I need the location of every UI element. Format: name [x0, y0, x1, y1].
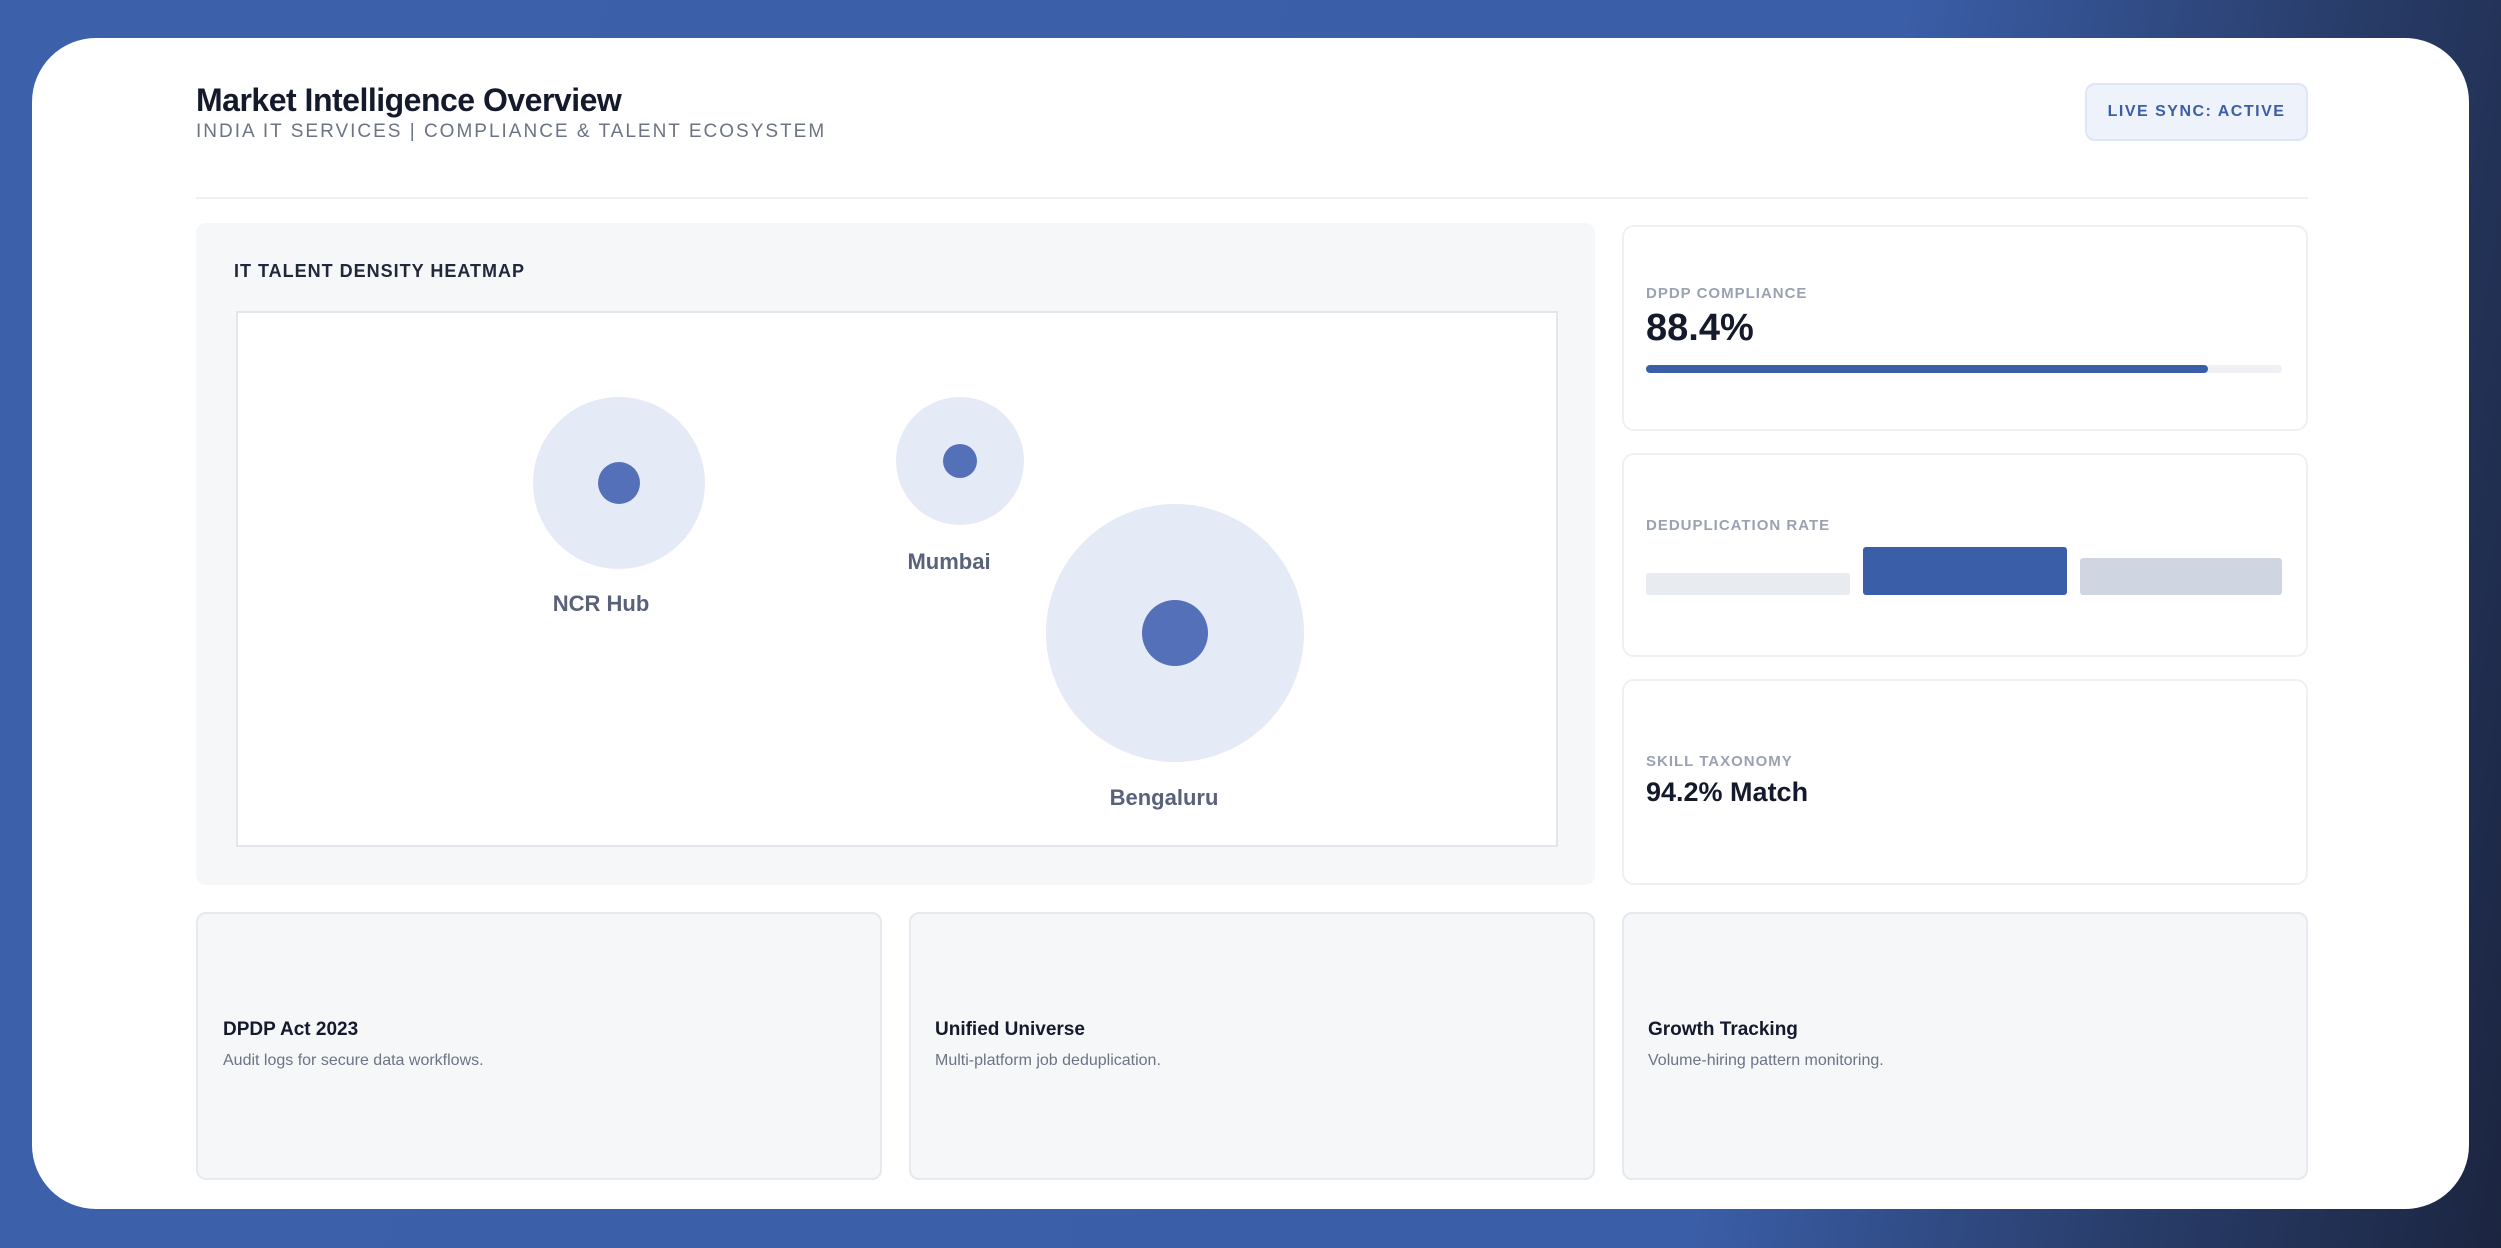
- feature-card: [909, 912, 1595, 1180]
- metric-value: 94.2% Match: [1646, 777, 1809, 807]
- dedup-bar: [1646, 573, 1850, 595]
- metric-label: SKILL TAXONOMY: [1646, 753, 1793, 770]
- hub-dot[interactable]: [943, 444, 977, 478]
- feature-card: [1622, 912, 2308, 1180]
- metric-card: [1622, 225, 2308, 431]
- heatmap-title: IT TALENT DENSITY HEATMAP: [234, 261, 526, 281]
- metric-label: DPDP COMPLIANCE: [1646, 285, 1808, 302]
- page-title: Market Intelligence Overview: [196, 82, 622, 118]
- feature-description: Multi-platform job deduplication.: [935, 1052, 1161, 1069]
- metric-label: DEDUPLICATION RATE: [1646, 517, 1831, 534]
- hub-label: Mumbai: [907, 549, 990, 574]
- feature-description: Audit logs for secure data workflows.: [223, 1052, 484, 1069]
- progress-track: [1646, 365, 2282, 373]
- metric-value: 88.4%: [1646, 307, 1754, 349]
- feature-title: Growth Tracking: [1648, 1019, 1798, 1040]
- metric-card: [1622, 679, 2308, 885]
- hub-dot[interactable]: [1142, 600, 1208, 666]
- divider: [196, 197, 2308, 199]
- feature-title: DPDP Act 2023: [223, 1019, 359, 1040]
- feature-title: Unified Universe: [935, 1019, 1085, 1040]
- page-subtitle: INDIA IT SERVICES | COMPLIANCE & TALENT …: [196, 121, 827, 142]
- dedup-bar: [1863, 547, 2067, 595]
- heatmap-area: [236, 311, 1558, 847]
- hub-label: Bengaluru: [1110, 785, 1219, 810]
- feature-card: [196, 912, 882, 1180]
- live-sync-badge[interactable]: LIVE SYNC: ACTIVE: [2085, 83, 2308, 141]
- dedup-bar: [2080, 558, 2282, 595]
- hub-label: NCR Hub: [553, 591, 650, 616]
- hub-dot[interactable]: [598, 462, 640, 504]
- progress-fill: [1646, 365, 2209, 373]
- feature-description: Volume-hiring pattern monitoring.: [1648, 1052, 1884, 1069]
